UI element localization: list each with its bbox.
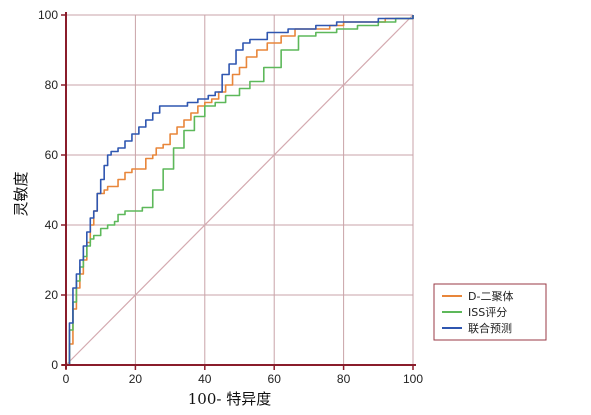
x-tick-labels: 0 20 40 60 80 100 [63,372,424,386]
x-tick-label: 100 [403,372,423,386]
y-tick-label: 20 [45,288,59,302]
series-lines [66,15,414,366]
y-tick-label: 40 [45,218,59,232]
x-tick-label: 0 [63,372,70,386]
series-line-1 [66,15,414,366]
axes [61,12,416,370]
y-axis-label: 灵敏度 [12,171,30,216]
series-line-2 [66,15,414,366]
y-tick-label: 0 [51,358,58,372]
diagonal-reference-line [65,14,414,366]
legend-label-2: ISS评分 [468,306,507,319]
y-tick-label: 100 [38,8,58,22]
grid-lines [65,14,414,366]
y-tick-labels: 0 20 40 60 80 100 [38,8,58,372]
y-tick-label: 80 [45,78,59,92]
series-line-3 [66,15,414,366]
legend-label-1: D-二聚体 [468,289,513,303]
x-tick-label: 80 [337,372,351,386]
x-tick-label: 40 [198,372,212,386]
x-axis-label: 100- 特异度 [188,390,271,408]
x-tick-label: 20 [129,372,143,386]
x-tick-label: 60 [268,372,282,386]
legend-label-3: 联合预测 [468,321,512,335]
y-tick-label: 60 [45,148,59,162]
